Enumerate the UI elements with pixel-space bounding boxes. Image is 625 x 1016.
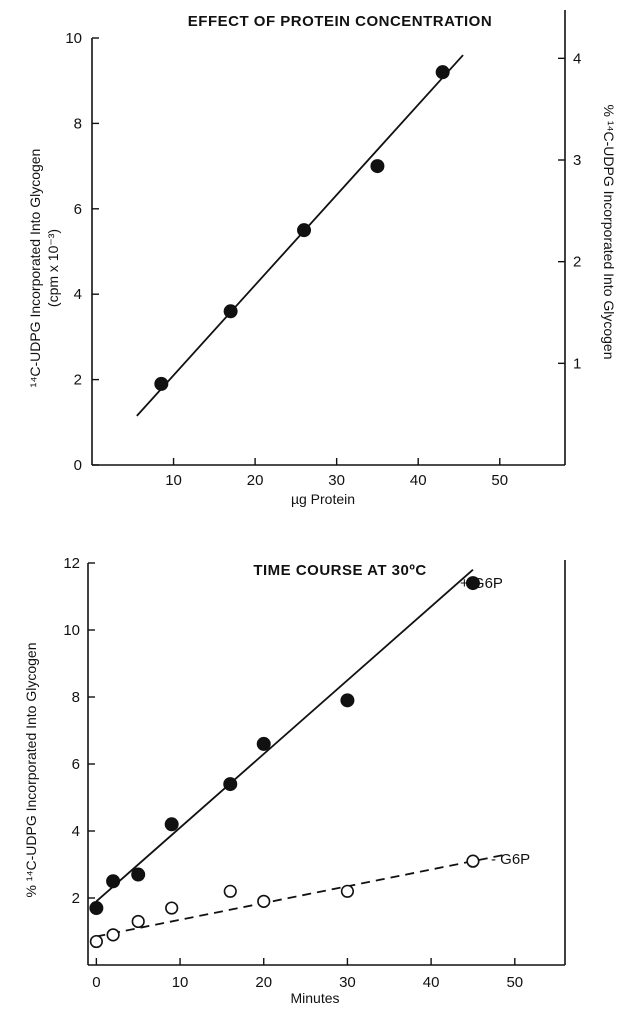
chart1-y-tick-label: 6 xyxy=(74,201,82,218)
chart1-ylabel-units: (cpm x 10⁻³) xyxy=(45,229,61,307)
chart2-data-point-plus-g6p xyxy=(106,874,121,889)
chart1-y2-tick-label: 3 xyxy=(573,152,581,169)
chart2-data-point-minus-g6p xyxy=(466,854,480,868)
chart2-data-point-plus-g6p xyxy=(223,777,238,792)
chart2-axes: 2 4 6 8 10 12 0 10 20 30 40 50 xyxy=(63,555,566,991)
chart1-data-point xyxy=(154,376,169,391)
chart2-y-tick-label: 12 xyxy=(63,555,80,572)
chart1-xlabel: µg Protein xyxy=(291,491,355,507)
chart1-y-tick-label: 4 xyxy=(74,286,82,303)
chart1-x-tick-label: 20 xyxy=(247,472,264,489)
chart2-fit-line-minus-g6p xyxy=(96,853,507,938)
chart2-y-tick-label: 4 xyxy=(72,823,80,840)
chart1-x-tick-label: 50 xyxy=(491,472,508,489)
chart2-data-point-minus-g6p xyxy=(257,894,271,908)
time-course-chart: TIME COURSE AT 30ºC Minutes % ¹⁴C-UDPG I… xyxy=(23,555,566,1006)
chart2-y-tick-label: 2 xyxy=(72,890,80,907)
chart2-data-point-plus-g6p xyxy=(340,693,355,708)
series-label-minus-g6p: - G6P xyxy=(491,851,530,868)
chart2-data-point-minus-g6p xyxy=(131,914,145,929)
chart2-fit-line-plus-g6p xyxy=(95,569,474,903)
chart2-y-tick-label: 10 xyxy=(63,622,80,639)
chart1-y2-tick-label: 2 xyxy=(573,254,581,271)
chart1-marks xyxy=(136,54,464,417)
chart1-y-tick-label: 10 xyxy=(65,30,82,47)
chart2-x-tick-label: 30 xyxy=(339,974,356,991)
chart1-axes: 0 2 4 6 8 10 10 20 30 40 50 1 2 3 4 xyxy=(65,10,581,489)
chart2-x-tick-label: 10 xyxy=(172,974,189,991)
chart1-data-point xyxy=(435,65,450,80)
chart1-x-tick-label: 10 xyxy=(165,472,182,489)
chart1-x-tick-label: 40 xyxy=(410,472,427,489)
chart1-data-point xyxy=(370,159,385,174)
chart2-data-point-plus-g6p xyxy=(256,736,271,751)
chart2-ylabel: % ¹⁴C-UDPG Incorporated Into Glycogen xyxy=(23,642,39,897)
chart1-y2-tick-label: 4 xyxy=(573,50,581,67)
chart1-x-tick-label: 30 xyxy=(328,472,345,489)
chart1-title: EFFECT OF PROTEIN CONCENTRATION xyxy=(188,13,492,30)
chart2-data-point-plus-g6p xyxy=(164,817,179,832)
protein-concentration-chart: EFFECT OF PROTEIN CONCENTRATION µg Prote… xyxy=(27,10,617,507)
chart2-x-tick-label: 50 xyxy=(506,974,523,991)
chart1-ylabel: ¹⁴C-UDPG Incorporated Into Glycogen xyxy=(27,149,43,388)
chart2-data-point-plus-g6p xyxy=(131,867,146,882)
chart2-data-point-plus-g6p xyxy=(465,576,480,591)
chart2-y-tick-label: 8 xyxy=(72,689,80,706)
chart2-data-point-minus-g6p xyxy=(165,901,179,915)
chart2-data-point-minus-g6p xyxy=(223,884,237,898)
chart2-title: TIME COURSE AT 30ºC xyxy=(253,562,426,579)
chart2-xlabel: Minutes xyxy=(290,990,339,1006)
chart2-x-tick-label: 20 xyxy=(255,974,272,991)
chart2-data-point-minus-g6p xyxy=(89,934,103,949)
chart1-y2label: % ¹⁴C-UDPG Incorporated Into Glycogen xyxy=(601,104,617,359)
chart1-y2-tick-label: 1 xyxy=(573,355,581,372)
chart2-y-tick-label: 6 xyxy=(72,756,80,773)
chart1-y-tick-label: 2 xyxy=(74,372,82,389)
chart1-y-tick-label: 8 xyxy=(74,115,82,132)
chart2-data-point-minus-g6p xyxy=(106,928,120,942)
chart2-x-tick-label: 0 xyxy=(92,974,100,991)
chart1-data-point xyxy=(223,304,238,319)
chart2-x-tick-label: 40 xyxy=(423,974,440,991)
chart1-data-point xyxy=(297,223,312,238)
chart1-y-tick-label: 0 xyxy=(74,457,82,474)
chart2-data-point-plus-g6p xyxy=(89,901,104,916)
chart2-data-point-minus-g6p xyxy=(340,884,355,898)
chart2-marks xyxy=(89,569,507,949)
